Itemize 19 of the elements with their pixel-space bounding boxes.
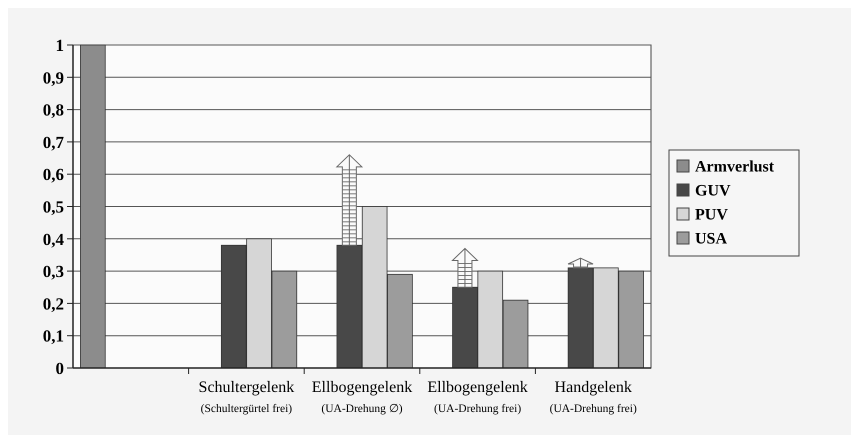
y-tick-label: 1	[56, 36, 64, 55]
y-tick-label: 0,3	[42, 262, 64, 282]
y-tick-label: 0,7	[42, 132, 64, 152]
y-tick-label: 0,9	[42, 68, 64, 88]
x-tick-label: Schultergelenk (Schultergürtel frei)	[198, 379, 294, 415]
legend-label: USA	[695, 230, 728, 248]
x-tick-label: Ellbogengelenk (UA-Drehung ∅)	[312, 379, 412, 415]
y-tick-label: 0,5	[42, 197, 64, 216]
y-tick-label: 0	[56, 358, 64, 378]
y-tick-label: 0,2	[42, 294, 64, 314]
legend-label: PUV	[695, 206, 728, 224]
legend-label: GUV	[695, 182, 731, 200]
x-tick-label: Handgelenk (UA-Drehung frei)	[550, 379, 637, 415]
y-tick-label: 0,6	[42, 165, 64, 184]
x-tick-label: Ellbogengelenk (UA-Drehung frei)	[427, 379, 528, 415]
legend-label: Armverlust	[695, 158, 775, 176]
y-tick-label: 0,1	[42, 326, 64, 346]
y-tick-label: 0,4	[42, 230, 64, 249]
y-tick-label: 0,8	[42, 100, 64, 120]
